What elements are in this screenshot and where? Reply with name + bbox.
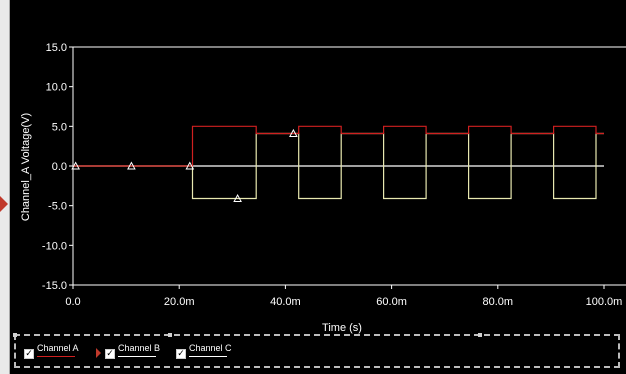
y-tick-labels: 15.0 10.0 5.0 0.0 -5.0 -10.0 -15.0 xyxy=(42,42,67,292)
splitter-arrow-icon[interactable] xyxy=(0,196,8,212)
legend-arrow-icon xyxy=(96,348,101,358)
channel-b-checkbox[interactable]: ✓ xyxy=(105,349,115,359)
x-tick-label: 0.0 xyxy=(65,296,80,308)
x-tick-label: 40.0m xyxy=(270,296,301,308)
x-tick-label: 100.0m xyxy=(586,296,623,308)
markers-group xyxy=(71,128,298,203)
left-splitter[interactable] xyxy=(0,0,10,374)
triangle-marker xyxy=(233,193,242,203)
legend-resize-handle[interactable] xyxy=(478,333,482,337)
y-tick-label: 10.0 xyxy=(46,82,67,94)
y-tick-label: 15.0 xyxy=(46,42,67,54)
legend-resize-handle[interactable] xyxy=(13,333,17,337)
legend-swatch xyxy=(37,356,75,357)
legend-label: Channel C xyxy=(189,343,232,353)
x-axis-label: Time (s) xyxy=(322,322,362,334)
y-tick-label: 0.0 xyxy=(52,161,67,173)
series-line-channel-a xyxy=(73,125,604,167)
x-tick-label: 20.0m xyxy=(164,296,195,308)
y-tick-label: -15.0 xyxy=(42,280,67,292)
series-line-channel-b xyxy=(73,132,604,200)
legend-swatch xyxy=(118,356,156,357)
y-axis-label: Channel_A Voltage(V) xyxy=(20,113,32,221)
triangle-marker xyxy=(185,161,195,170)
axes xyxy=(69,46,626,289)
x-tick-label: 80.0m xyxy=(483,296,514,308)
legend-label: Channel A xyxy=(37,343,79,353)
legend-resize-handle[interactable] xyxy=(168,333,172,337)
triangle-marker xyxy=(71,161,80,170)
legend-label: Channel B xyxy=(118,343,161,353)
x-tick-label: 60.0m xyxy=(376,296,407,308)
legend-swatch xyxy=(189,356,227,357)
y-tick-label: -5.0 xyxy=(48,201,67,213)
channel-a-checkbox[interactable]: ✓ xyxy=(24,349,34,359)
channel-c-checkbox[interactable]: ✓ xyxy=(176,349,186,359)
x-tick-labels: 0.0 20.0m 40.0m 60.0m 80.0m 100.0m xyxy=(65,296,622,308)
y-tick-label: 5.0 xyxy=(52,121,67,133)
y-tick-label: -10.0 xyxy=(42,240,67,252)
triangle-marker xyxy=(127,161,136,170)
legend: ✓ Channel A ✓ Channel B ✓ Channel C xyxy=(13,333,620,368)
triangle-marker xyxy=(289,128,298,137)
plot-area: 15.0 10.0 5.0 0.0 -5.0 -10.0 -15.0 0.0 20.0m 40.… xyxy=(10,0,626,374)
series-group xyxy=(73,125,604,200)
chart: 15.0 10.0 5.0 0.0 -5.0 -10.0 -15.0 0.0 20.0m 40.… xyxy=(20,42,626,334)
